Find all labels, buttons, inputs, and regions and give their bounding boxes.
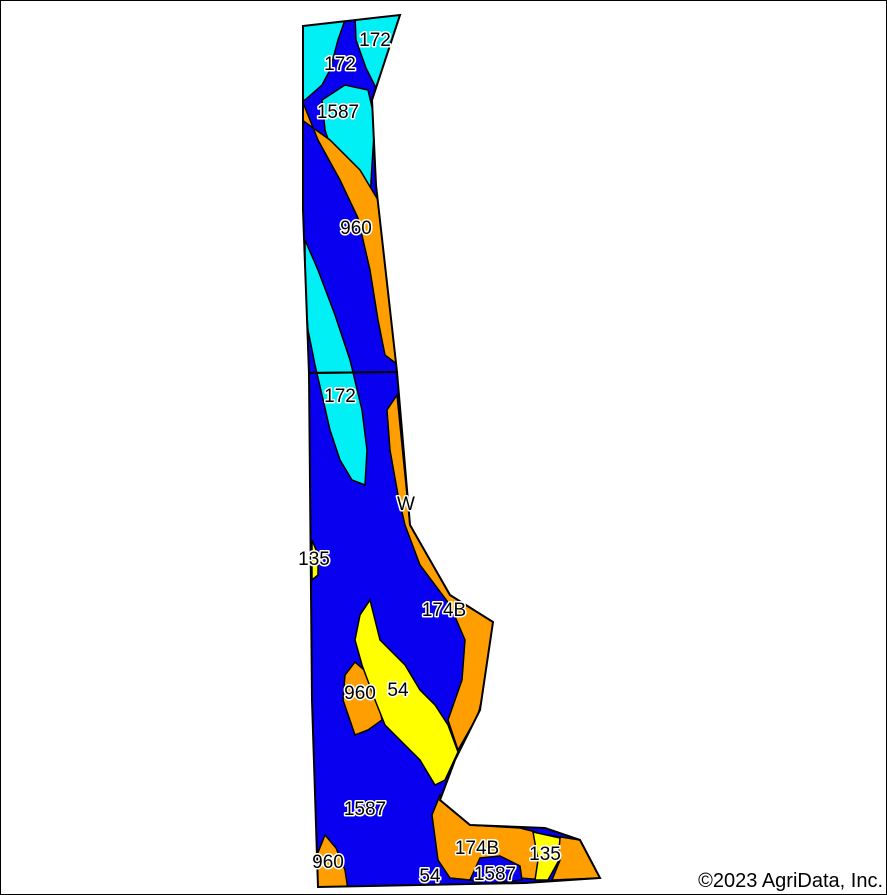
- soil-label: 960: [312, 852, 344, 873]
- soil-label: 960: [340, 218, 372, 239]
- soil-zones: [303, 15, 600, 887]
- soil-labels: 172 172 1587 960 172 W 135 174B 960 54 1…: [297, 29, 563, 889]
- soil-label: 172: [324, 54, 356, 75]
- soil-zone-yellow: [354, 598, 459, 786]
- soil-label: 1587: [317, 102, 359, 123]
- copyright-notice: ©2023 AgriData, Inc.: [698, 870, 883, 892]
- soil-label: 1587: [474, 864, 516, 885]
- soil-label: 174B: [455, 838, 499, 859]
- soil-zone-blue: [468, 855, 523, 885]
- soil-label: 174B: [422, 600, 466, 621]
- soil-label: 54: [419, 866, 441, 887]
- soil-zone-cyan: [304, 239, 368, 487]
- soil-label: W: [397, 494, 415, 515]
- field-south-polygon: [309, 372, 600, 887]
- soil-label: 135: [529, 844, 561, 865]
- soil-label: 54: [387, 680, 409, 701]
- soil-label: 135: [298, 549, 330, 570]
- soil-label: 1587: [344, 799, 386, 820]
- field-outlines: [302, 13, 602, 889]
- field-north-outline: [302, 13, 402, 375]
- soil-label: 172: [359, 30, 391, 51]
- soil-label: 172: [324, 386, 356, 407]
- soil-label: 960: [344, 683, 376, 704]
- soil-zone-cyan: [303, 19, 347, 101]
- field-south-outline: [307, 370, 602, 889]
- soil-zone-yellow: [311, 539, 319, 582]
- soil-zone-yellow: [532, 831, 561, 881]
